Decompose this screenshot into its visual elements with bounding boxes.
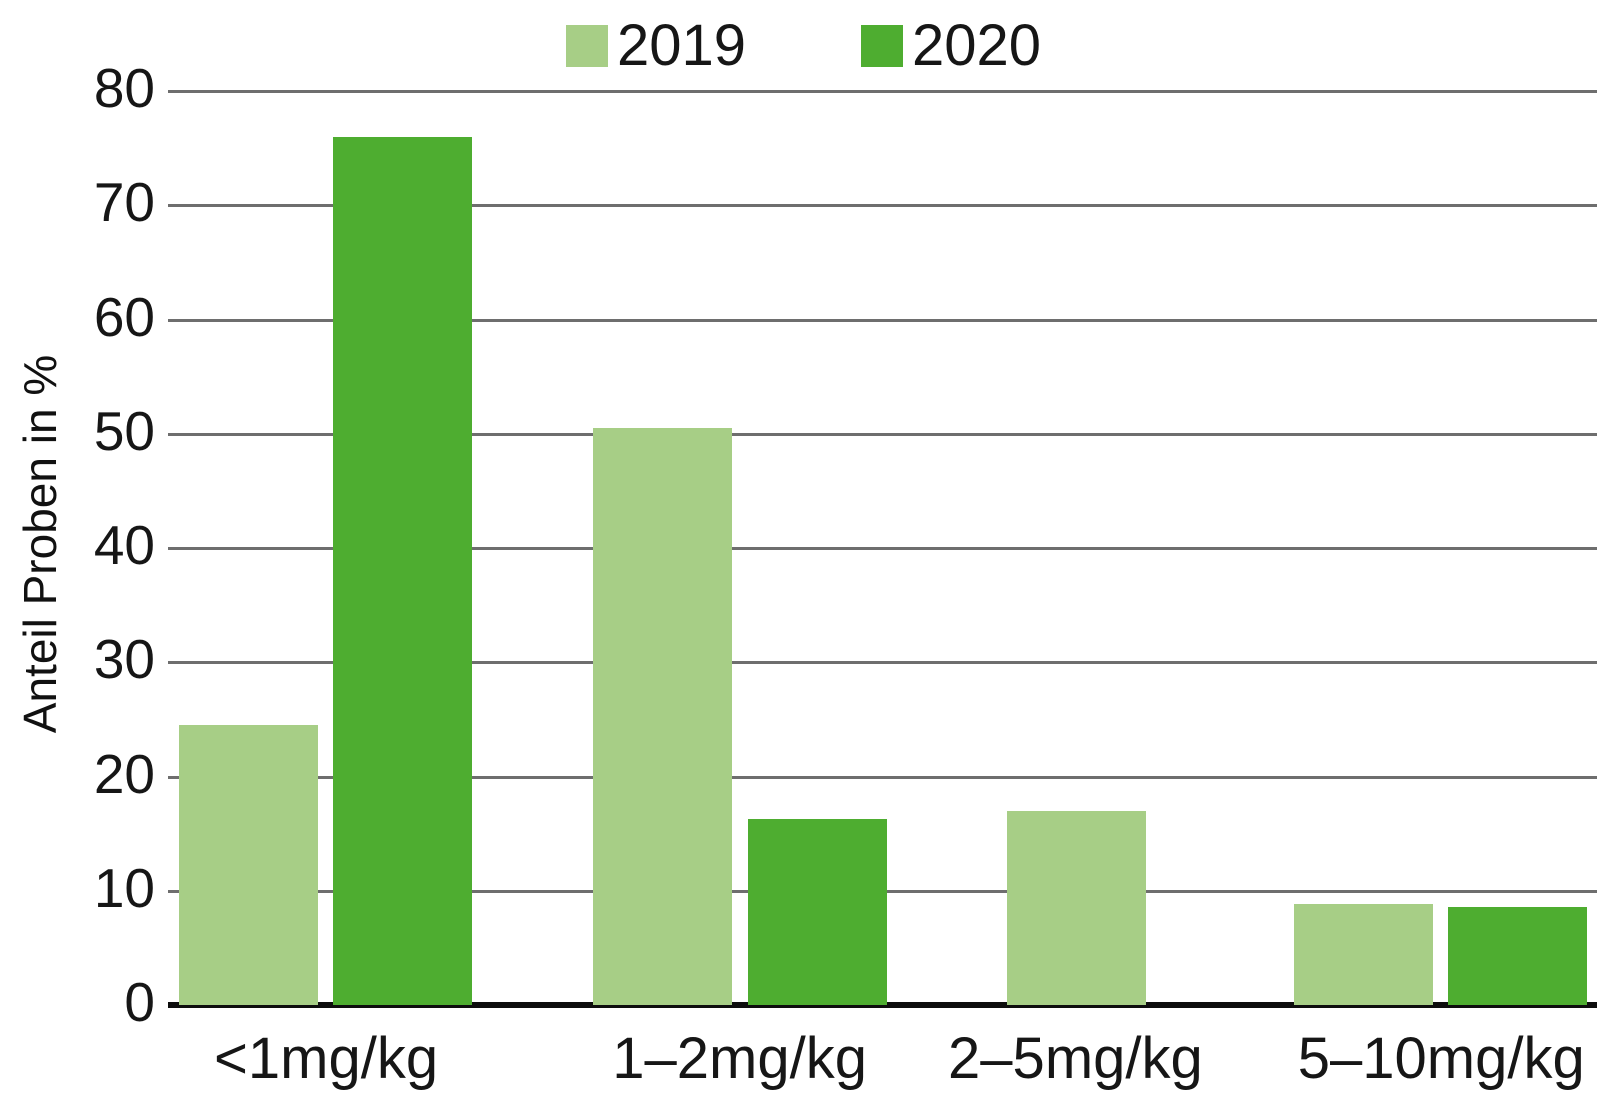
y-tick-label-50: 50 (93, 399, 155, 462)
legend-item-2019: 2019 (566, 17, 746, 75)
gridline-60 (168, 318, 1597, 322)
x-tick-label-3: 5–10mg/kg (1297, 1026, 1585, 1091)
bar-2020-3 (1447, 906, 1587, 1005)
legend-swatch-2019 (566, 25, 608, 67)
bar-2019-3 (1294, 904, 1434, 1005)
x-tick-label-2: 2–5mg/kg (948, 1026, 1203, 1091)
bar-2019-0 (179, 725, 319, 1005)
x-axis-line (168, 1002, 1597, 1008)
legend-label-2020: 2020 (912, 13, 1042, 78)
legend-swatch-2020 (861, 25, 903, 67)
bar-2019-2 (1006, 810, 1146, 1005)
plot-area (168, 90, 1597, 1008)
y-tick-label-80: 80 (93, 57, 155, 119)
gridline-40 (168, 547, 1597, 550)
y-tick-label-40: 40 (93, 514, 155, 576)
y-tick-label-20: 20 (93, 742, 155, 805)
y-tick-label-0: 0 (124, 971, 155, 1033)
bar-2020-1 (748, 818, 888, 1005)
gridline-80 (168, 90, 1597, 93)
x-tick-label-0: <1mg/kg (214, 1026, 439, 1091)
gridline-50 (168, 432, 1597, 436)
y-tick-label-70: 70 (93, 171, 155, 234)
bar-2019-1 (592, 428, 733, 1005)
legend-label-2019: 2019 (617, 13, 747, 78)
y-tick-label-60: 60 (93, 285, 155, 348)
y-axis: 0 10 20 30 40 50 60 70 80 (0, 0, 155, 1102)
legend: 2019 2020 (0, 0, 1600, 80)
gridline-30 (168, 661, 1597, 665)
legend-item-2020: 2020 (861, 17, 1041, 75)
gridline-70 (168, 204, 1597, 208)
y-tick-label-10: 10 (93, 856, 155, 919)
bar-2020-0 (333, 136, 473, 1005)
y-tick-label-30: 30 (93, 628, 155, 691)
x-tick-label-1: 1–2mg/kg (612, 1026, 867, 1091)
gridline-20 (168, 775, 1597, 779)
